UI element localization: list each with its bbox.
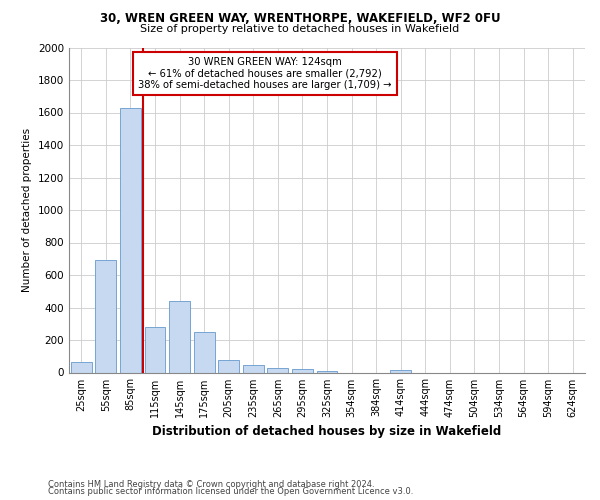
Text: Size of property relative to detached houses in Wakefield: Size of property relative to detached ho… — [140, 24, 460, 34]
Text: 30, WREN GREEN WAY, WRENTHORPE, WAKEFIELD, WF2 0FU: 30, WREN GREEN WAY, WRENTHORPE, WAKEFIEL… — [100, 12, 500, 26]
Bar — [71, 362, 92, 372]
Bar — [218, 360, 239, 372]
Bar — [169, 301, 190, 372]
Bar — [95, 260, 116, 372]
Text: Contains public sector information licensed under the Open Government Licence v3: Contains public sector information licen… — [48, 487, 413, 496]
Text: 30 WREN GREEN WAY: 124sqm
← 61% of detached houses are smaller (2,792)
38% of se: 30 WREN GREEN WAY: 124sqm ← 61% of detac… — [139, 57, 392, 90]
Bar — [268, 368, 289, 372]
Bar — [292, 369, 313, 372]
Bar — [317, 370, 337, 372]
Bar — [390, 370, 411, 372]
Bar — [120, 108, 141, 372]
X-axis label: Distribution of detached houses by size in Wakefield: Distribution of detached houses by size … — [152, 425, 502, 438]
Text: Contains HM Land Registry data © Crown copyright and database right 2024.: Contains HM Land Registry data © Crown c… — [48, 480, 374, 489]
Bar — [145, 327, 166, 372]
Bar — [243, 365, 264, 372]
Bar — [194, 332, 215, 372]
Y-axis label: Number of detached properties: Number of detached properties — [22, 128, 32, 292]
